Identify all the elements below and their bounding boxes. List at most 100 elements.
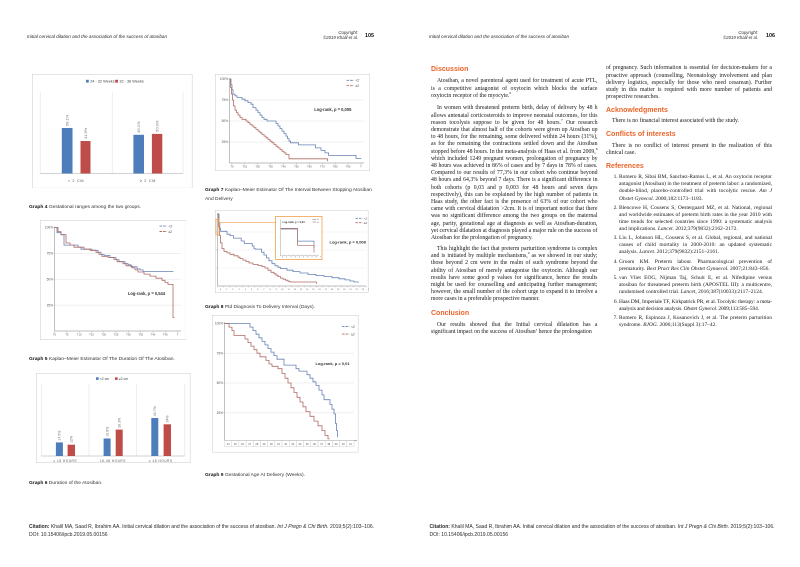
svg-text:12: 12	[294, 289, 297, 291]
svg-text:T10: T10	[76, 332, 81, 336]
svg-text:33: 33	[291, 442, 294, 446]
svg-text:100%: 100%	[220, 77, 228, 81]
svg-text:T35: T35	[138, 332, 143, 336]
svg-text:41.9%: 41.9%	[83, 127, 88, 139]
svg-text:T60: T60	[307, 165, 312, 169]
svg-text:2: 2	[232, 289, 234, 291]
svg-text:T90: T90	[346, 165, 351, 169]
svg-text:1: 1	[286, 256, 287, 258]
svg-text:6: 6	[307, 256, 308, 258]
svg-text:34: 34	[299, 442, 302, 446]
svg-text:37: 37	[320, 442, 323, 446]
svg-text:T0: T0	[230, 165, 234, 169]
svg-text:≥2: ≥2	[168, 229, 172, 233]
svg-text:38: 38	[327, 442, 330, 446]
svg-text:100%: 100%	[44, 225, 52, 229]
svg-text:39: 39	[335, 442, 338, 446]
svg-text:34%: 34%	[166, 415, 170, 422]
svg-text:T70: T70	[320, 165, 325, 169]
svg-text:< 2 CM: < 2 CM	[68, 177, 84, 182]
svg-text:1: 1	[226, 289, 228, 291]
svg-text:4: 4	[245, 289, 247, 291]
svg-text:26: 26	[241, 442, 244, 446]
svg-text:25%: 25%	[222, 140, 229, 144]
svg-text:T30: T30	[268, 165, 273, 169]
svg-text:75%: 75%	[46, 251, 53, 255]
svg-text:0: 0	[282, 256, 283, 258]
svg-text:23: 23	[362, 289, 365, 291]
svg-text:29: 29	[263, 442, 266, 446]
svg-text:Log-rank, p = 0,005: Log-rank, p = 0,005	[314, 107, 352, 112]
svg-text:18-48 HOURS: 18-48 HOURS	[100, 459, 126, 463]
svg-text:50%: 50%	[46, 277, 53, 281]
svg-text:15: 15	[312, 289, 315, 291]
svg-text:T: T	[360, 165, 362, 169]
svg-text:<2: <2	[351, 325, 355, 329]
svg-text:49.1%: 49.1%	[136, 121, 141, 133]
svg-text:8: 8	[269, 289, 271, 291]
svg-text:T40: T40	[150, 332, 155, 336]
svg-text:41: 41	[349, 442, 352, 446]
svg-text:2: 2	[291, 256, 292, 258]
svg-text:T50: T50	[294, 165, 299, 169]
svg-text:5: 5	[303, 256, 304, 258]
svg-text:≥2: ≥2	[356, 84, 360, 88]
svg-text:Log-rank, p = 0,01: Log-rank, p = 0,01	[315, 361, 350, 366]
svg-text:25: 25	[234, 442, 237, 446]
svg-text:13: 13	[300, 289, 303, 291]
svg-text:12%: 12%	[70, 436, 74, 443]
svg-text:58.1%: 58.1%	[64, 114, 69, 126]
svg-text:<2: <2	[168, 224, 172, 228]
svg-text:8: 8	[316, 256, 317, 258]
svg-text:31: 31	[277, 442, 280, 446]
svg-text:T15: T15	[89, 332, 94, 336]
svg-text:Log-rank, p = 0,04: Log-rank, p = 0,04	[283, 220, 306, 224]
svg-text:36: 36	[313, 442, 316, 446]
svg-text:7: 7	[263, 289, 265, 291]
svg-text:9: 9	[320, 256, 321, 258]
svg-text:40.7%: 40.7%	[153, 406, 157, 416]
svg-text:T10: T10	[242, 165, 247, 169]
svg-text:35: 35	[306, 442, 309, 446]
svg-text:14: 14	[306, 289, 309, 291]
svg-text:32: 32	[284, 442, 287, 446]
svg-text:17: 17	[324, 289, 327, 291]
svg-text:28.3%: 28.3%	[117, 418, 121, 428]
svg-text:T25: T25	[113, 332, 118, 336]
svg-text:25%: 25%	[217, 411, 224, 415]
svg-text:T20: T20	[101, 332, 106, 336]
svg-text:18: 18	[331, 289, 334, 291]
svg-text:<2: <2	[356, 79, 360, 83]
svg-text:≥ 2 CM: ≥ 2 CM	[140, 177, 156, 182]
svg-text:9: 9	[276, 289, 278, 291]
svg-text:4: 4	[299, 256, 300, 258]
svg-text:6: 6	[257, 289, 259, 291]
svg-text:≥2: ≥2	[317, 220, 319, 223]
svg-text:24: 24	[368, 289, 369, 291]
svg-text:Log-rank, p = 0,544: Log-rank, p = 0,544	[127, 290, 165, 295]
svg-text:T20: T20	[255, 165, 260, 169]
svg-text:100%: 100%	[215, 322, 223, 326]
svg-text:3: 3	[238, 289, 240, 291]
svg-text:T5: T5	[65, 332, 69, 336]
svg-text:24 - 32 Weeks: 24 - 32 Weeks	[90, 79, 115, 83]
svg-text:25%: 25%	[46, 303, 53, 307]
svg-text:20: 20	[343, 289, 346, 291]
svg-text:≤ 18 HOURS: ≤ 18 HOURS	[53, 459, 77, 463]
svg-text:0: 0	[220, 289, 222, 291]
svg-text:≥2: ≥2	[351, 332, 355, 336]
svg-text:27: 27	[248, 442, 251, 446]
svg-text:<2: <2	[317, 218, 319, 221]
svg-text:3: 3	[295, 256, 296, 258]
svg-text:T0: T0	[53, 332, 57, 336]
svg-text:50.9%: 50.9%	[154, 120, 159, 132]
svg-text:5: 5	[251, 289, 253, 291]
svg-text:30: 30	[270, 442, 273, 446]
svg-text:22: 22	[355, 289, 358, 291]
svg-text:T30: T30	[126, 332, 131, 336]
svg-text:21: 21	[349, 289, 352, 291]
svg-text:75%: 75%	[217, 352, 224, 356]
svg-text:14.5%: 14.5%	[58, 431, 62, 441]
svg-text:10: 10	[281, 289, 284, 291]
svg-text:16: 16	[318, 289, 321, 291]
